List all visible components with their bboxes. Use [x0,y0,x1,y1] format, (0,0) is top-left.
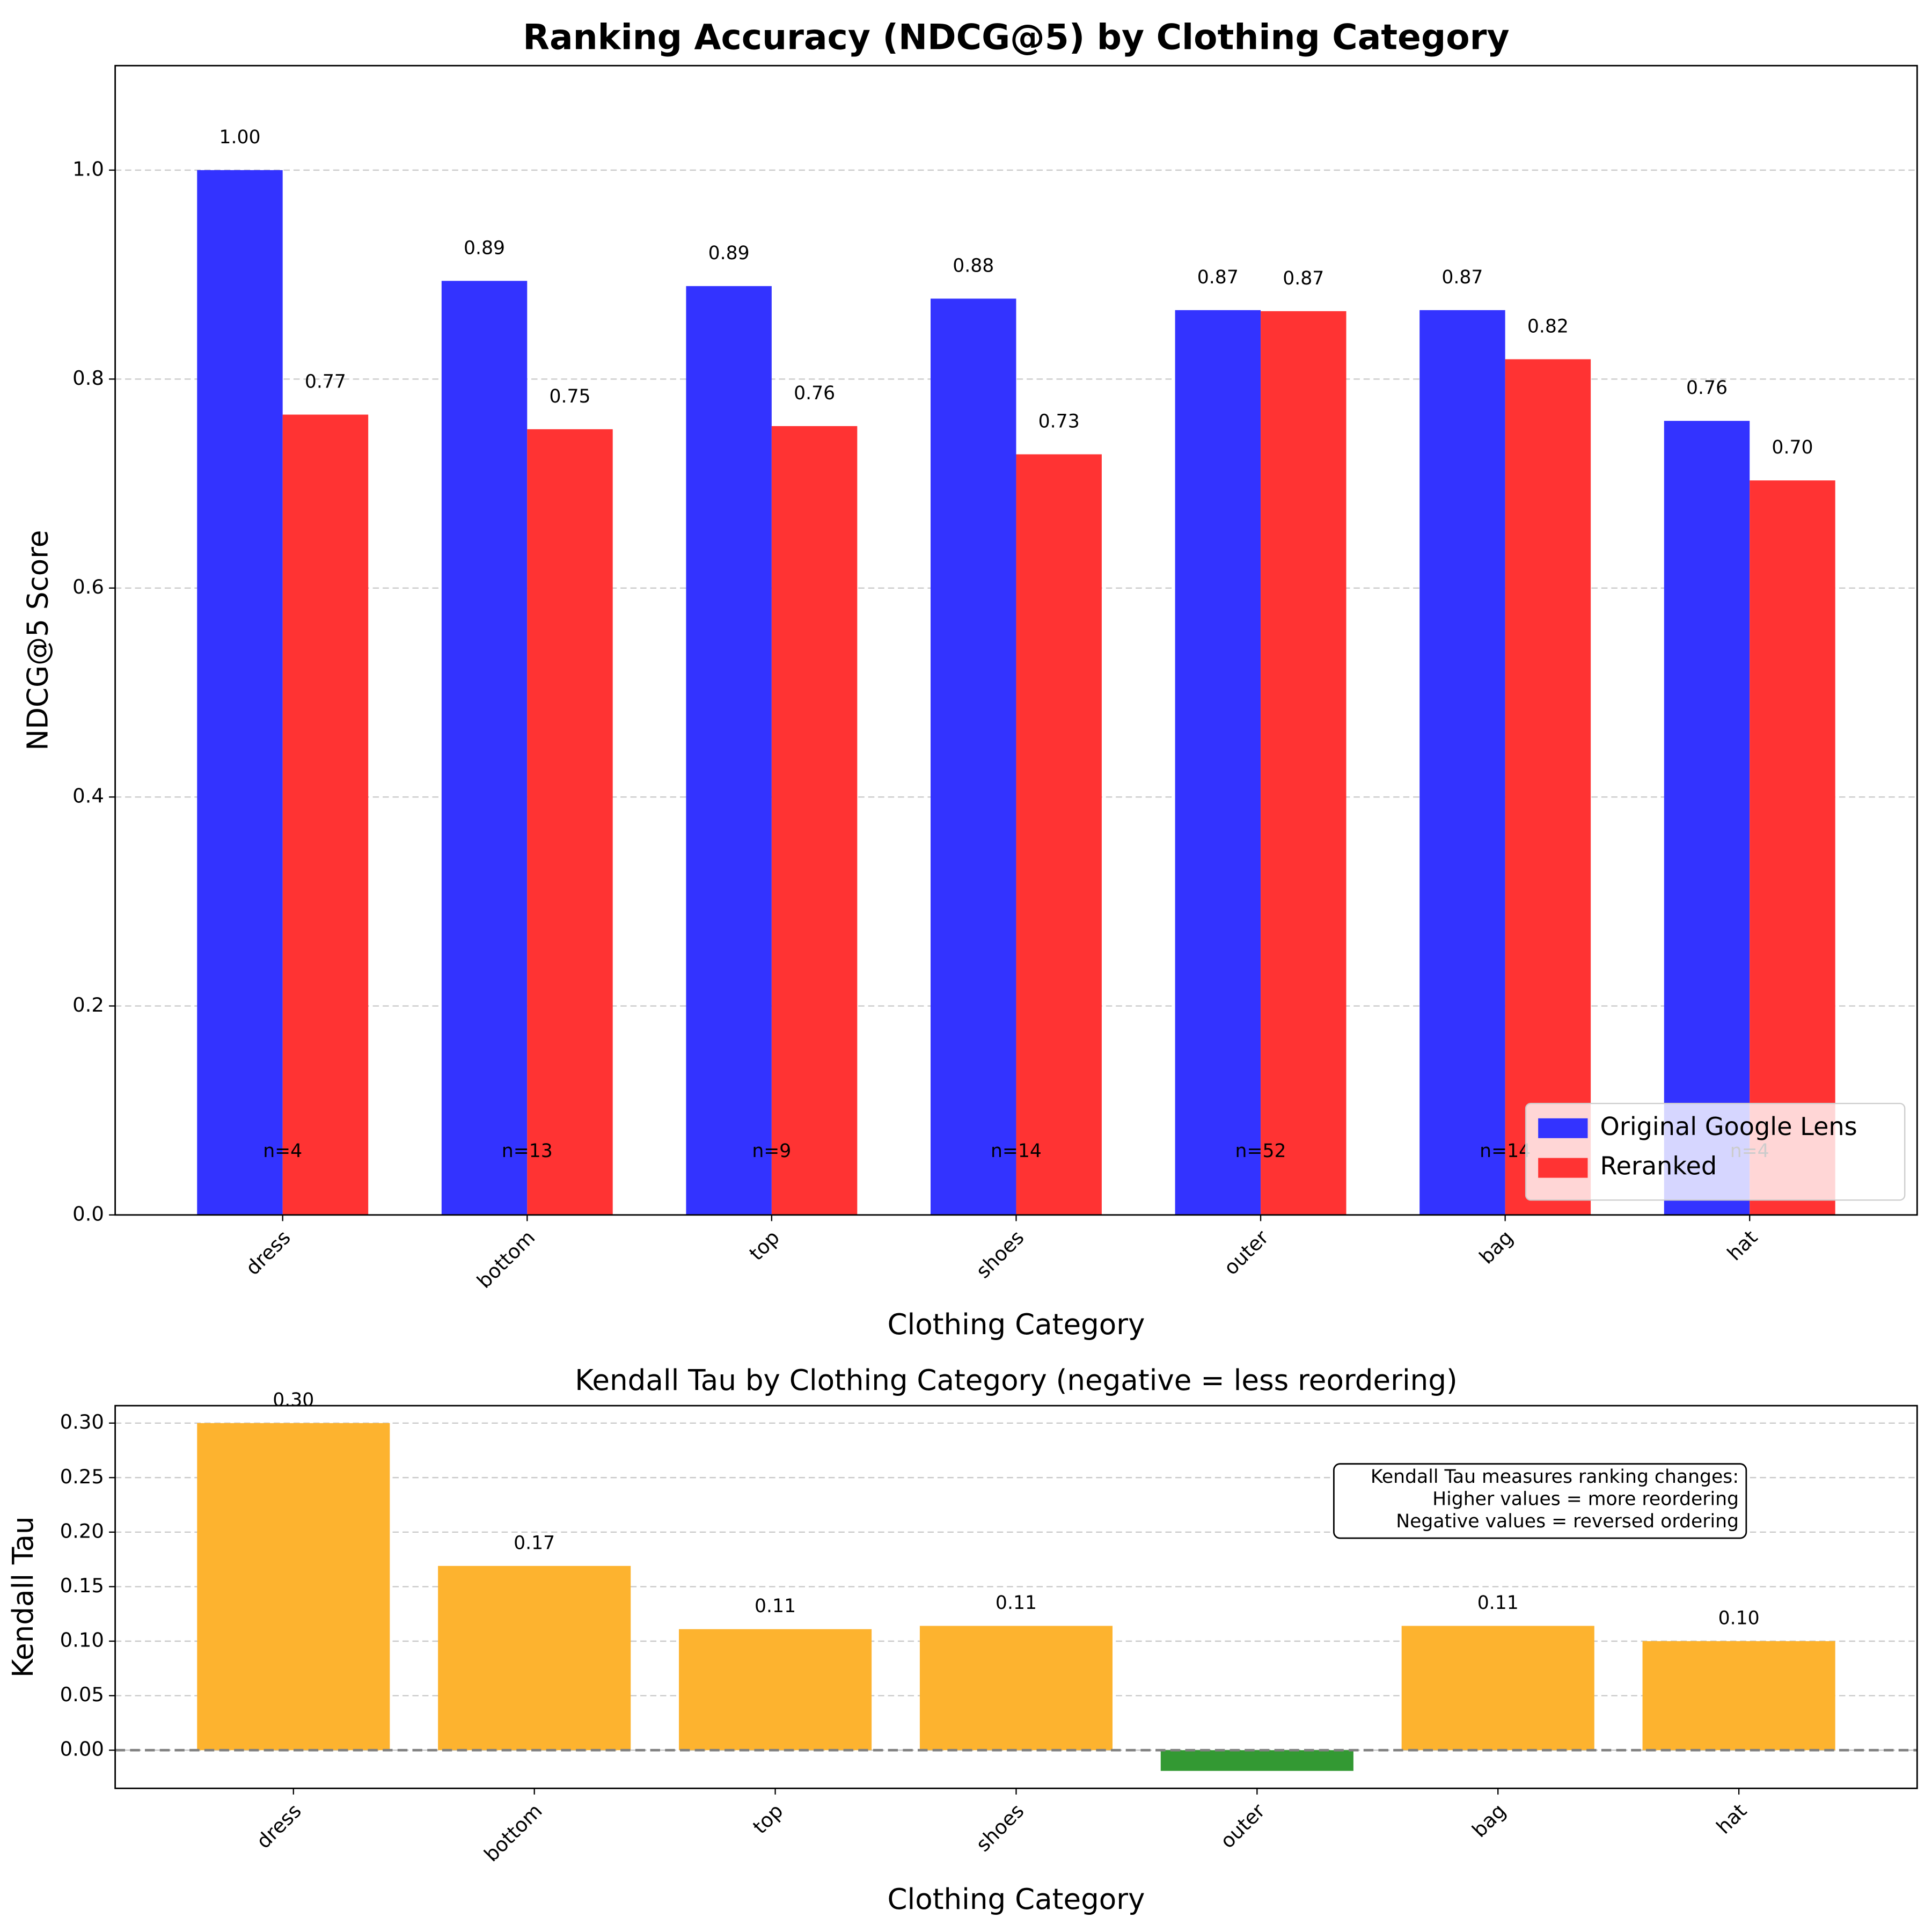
x-tick-label: top [748,1799,787,1839]
legend-swatch [1538,1118,1588,1138]
y-tick-label: 0.6 [72,575,104,598]
value-label: 0.77 [305,371,346,393]
note-box [1333,1463,1747,1539]
value-label: 0.89 [464,237,505,259]
bar [1160,1750,1353,1771]
value-label: 0.17 [514,1532,555,1554]
bar [919,1626,1113,1751]
value-label: 0.76 [794,383,835,404]
x-tick-label: hat [1712,1799,1751,1839]
bar [1175,310,1261,1215]
annotation: n=4 [263,1140,302,1162]
annotation: n=52 [1235,1140,1286,1162]
y-axis-label: NDCG@5 Score [21,530,54,751]
annotation: n=14 [1480,1140,1531,1162]
y-tick-label: 0.2 [72,993,104,1016]
bar [1664,421,1750,1215]
x-tick-label: hat [1723,1226,1762,1265]
value-label: 0.70 [1772,437,1813,458]
value-label: 0.10 [1718,1608,1760,1629]
bar [1750,480,1835,1215]
legend-label: Original Google Lens [1600,1112,1857,1141]
axes-frame [114,1404,1918,1789]
value-label: 0.73 [1038,411,1080,433]
bar [1016,454,1102,1215]
x-tick-label: shoes [971,1226,1028,1283]
y-tick-label: 0.20 [60,1519,104,1542]
bar [1419,310,1505,1215]
x-tick-label: bottom [473,1226,540,1293]
y-tick-label: 0.30 [60,1410,104,1433]
bar [686,286,772,1215]
y-tick-label: 0.05 [60,1683,104,1706]
bar [282,414,369,1215]
value-label: 0.87 [1441,267,1483,288]
x-tick-label: dress [252,1799,305,1853]
value-label: 0.88 [953,255,994,276]
x-tick-label: outer [1216,1799,1270,1853]
legend-label: Reranked [1600,1152,1717,1181]
annotation: n=14 [991,1140,1042,1162]
value-label: 0.89 [708,243,750,264]
x-tick-label: top [745,1226,784,1265]
note-line: Higher values = more reordering [1432,1489,1739,1510]
bar [1505,359,1591,1215]
y-tick-label: 0.10 [60,1629,104,1652]
bar [931,298,1016,1215]
value-label: 0.11 [996,1592,1037,1614]
y-axis-label: Kendall Tau [6,1516,40,1678]
value-label: 0.87 [1197,267,1239,288]
bar [1261,311,1346,1215]
value-label: 0.87 [1283,268,1324,289]
x-tick-label: bag [1468,1799,1511,1842]
bar [679,1629,872,1751]
value-label: 0.11 [755,1596,796,1617]
y-tick-label: 0.25 [60,1465,104,1488]
x-axis-label: Clothing Category [887,1883,1145,1916]
bar [438,1565,631,1751]
y-tick-label: 0.0 [72,1202,104,1225]
bar [527,429,613,1215]
value-label: 0.30 [273,1389,314,1411]
value-label: 0.11 [1477,1592,1519,1614]
y-tick-label: 0.15 [60,1574,104,1597]
bar [197,170,283,1215]
legend-box [1525,1103,1906,1201]
x-tick-label: bottom [480,1799,547,1867]
x-tick-label: bag [1475,1226,1518,1269]
value-label: 0.82 [1527,316,1569,337]
axes-frame [114,64,1918,1216]
x-tick-label: outer [1219,1226,1274,1280]
bar [441,281,528,1215]
bar [197,1423,390,1751]
annotation: n=9 [752,1140,791,1162]
x-tick-label: shoes [971,1799,1028,1856]
y-tick-label: 1.0 [72,157,104,180]
y-tick-label: 0.8 [72,367,104,390]
note-line: Kendall Tau measures ranking changes: [1371,1466,1739,1488]
note-line: Negative values = reversed ordering [1396,1511,1739,1532]
chart-title: Kendall Tau by Clothing Category (negati… [575,1364,1458,1397]
y-tick-label: 0.00 [60,1738,104,1761]
value-label: 0.76 [1686,377,1728,399]
value-label: 1.00 [219,127,260,148]
x-tick-label: dress [241,1226,295,1279]
bar [771,426,858,1215]
x-axis-label: Clothing Category [887,1308,1145,1341]
chart-title: Ranking Accuracy (NDCG@5) by Clothing Ca… [523,17,1509,57]
value-label: 0.75 [549,386,590,407]
bar [1401,1626,1594,1751]
y-tick-label: 0.4 [72,785,104,808]
annotation: n=13 [502,1140,553,1162]
legend-swatch [1538,1158,1588,1178]
bar [1642,1641,1835,1751]
